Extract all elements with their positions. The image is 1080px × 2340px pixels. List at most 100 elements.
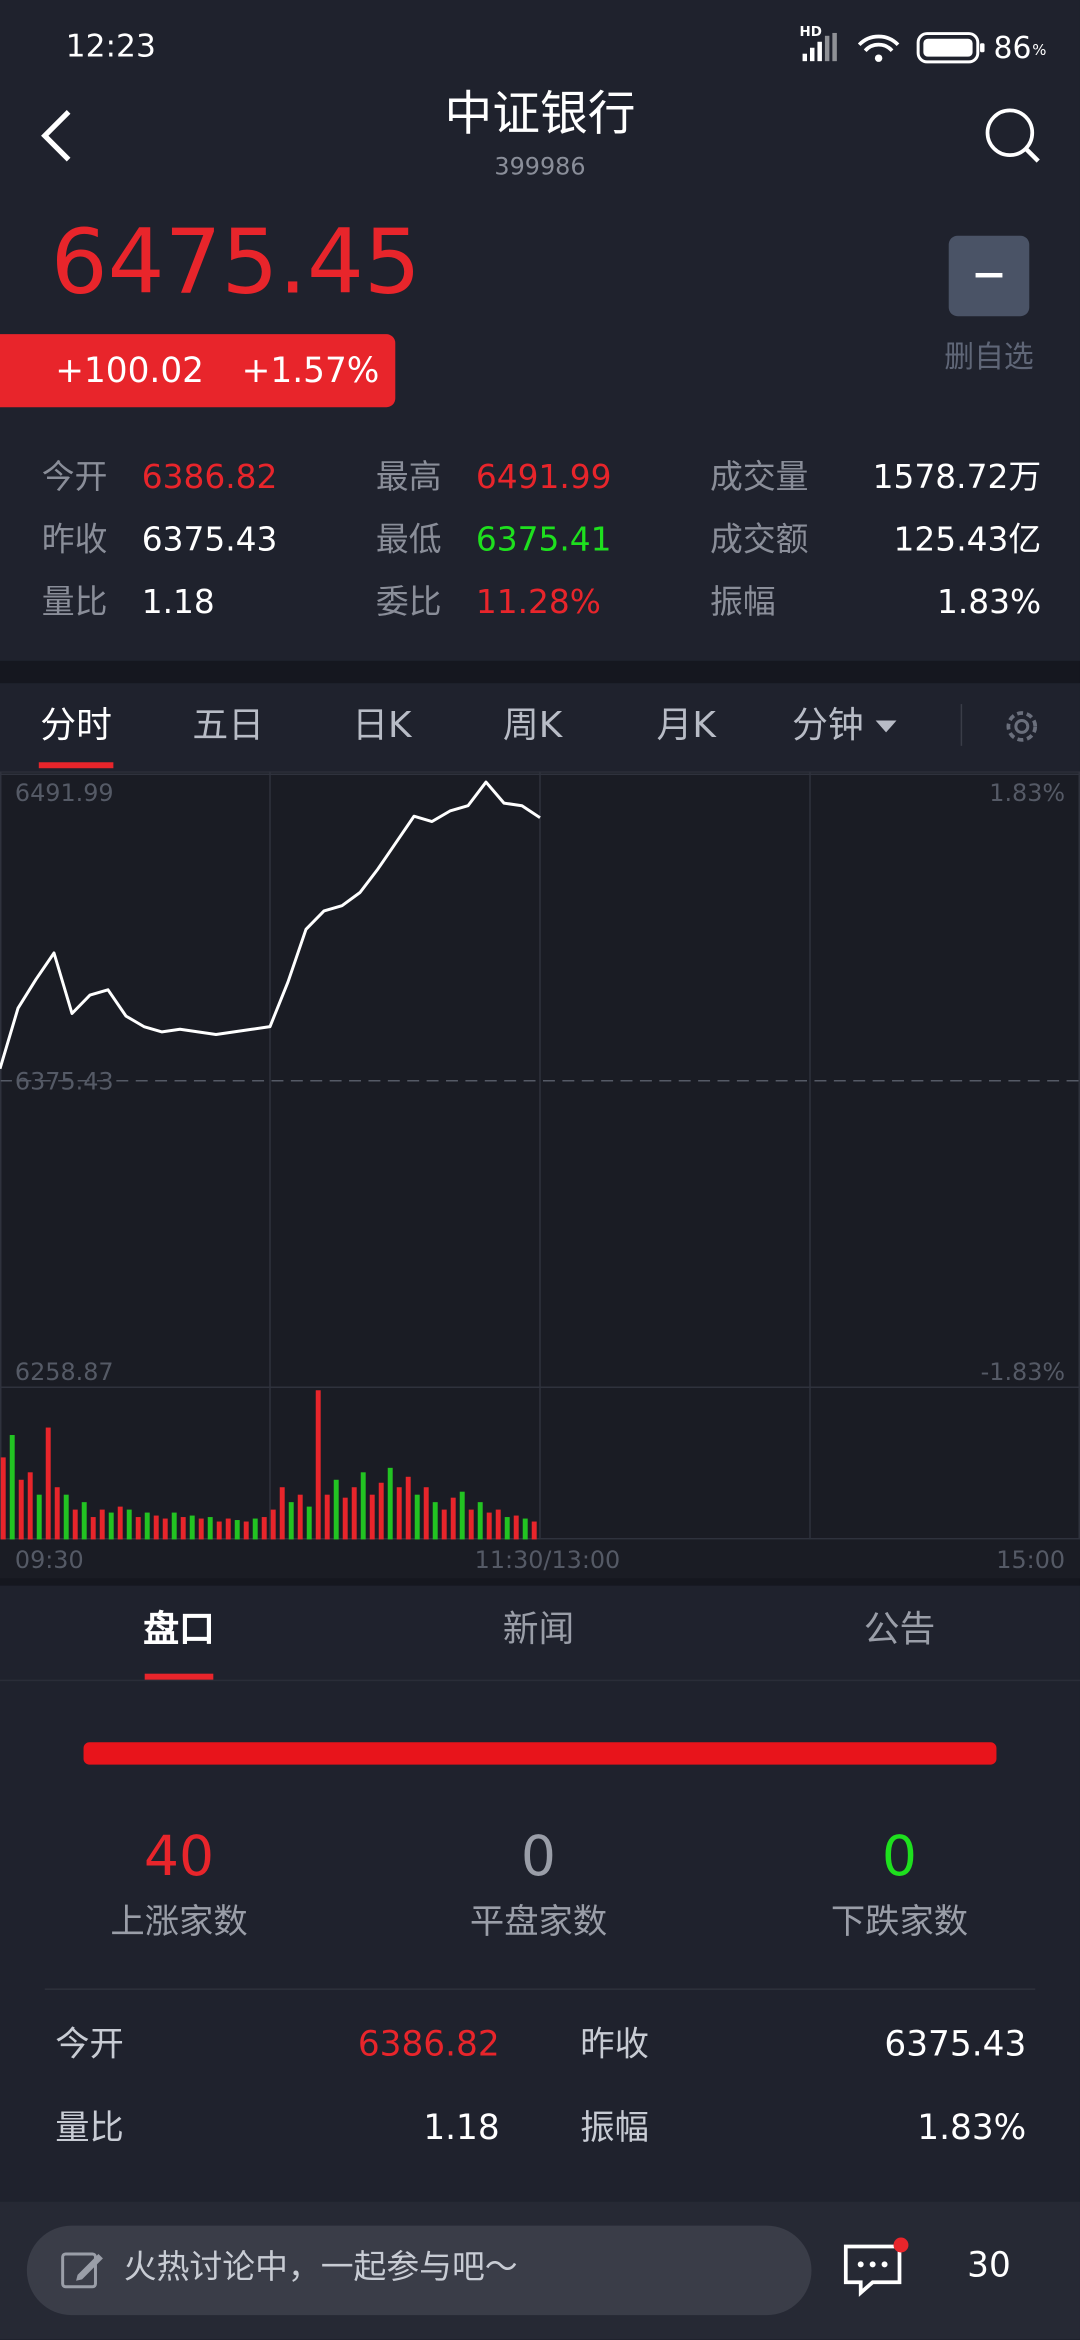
volume-bar [90, 1517, 96, 1540]
volume-bar [162, 1518, 168, 1540]
stat-value: 6386.82 [141, 459, 278, 497]
volume-bar [9, 1435, 15, 1540]
chart-tab-label: 分时 [40, 704, 112, 746]
comment-count: 30 [967, 2246, 1011, 2286]
volume-bar [234, 1520, 240, 1540]
y-tick-label: 6491.99 [15, 779, 114, 807]
volume-bar [63, 1494, 69, 1540]
volume-bar [207, 1517, 213, 1540]
detail-label: 昨收 [580, 2025, 649, 2065]
chart-tab[interactable]: 日K [292, 707, 471, 743]
volume-bar [243, 1521, 249, 1540]
stat-value: 6491.99 [475, 459, 612, 497]
volume-bar [324, 1494, 330, 1540]
volume-bar [45, 1427, 51, 1540]
stat-label: 量比 [41, 584, 108, 623]
chart-tab[interactable]: 五日 [139, 707, 318, 743]
chart-tab-label: 周K [502, 704, 563, 746]
battery-level: 86 [993, 29, 1032, 66]
panel-tab[interactable]: 盘口 [143, 1608, 215, 1650]
edit-icon [61, 2252, 103, 2289]
stat-value: 1578.72万 [872, 459, 1042, 497]
volume-bar [225, 1518, 231, 1540]
status-icons [802, 32, 900, 62]
volume-bar [171, 1512, 177, 1540]
price-line [0, 780, 541, 1070]
breadth-bar [83, 1742, 997, 1765]
stat-value: 6375.43 [141, 522, 278, 560]
volume-bar [117, 1506, 123, 1540]
volume-bar [378, 1482, 384, 1540]
y2-tick-label: -1.83% [981, 1358, 1065, 1386]
detail-label: 振幅 [580, 2109, 649, 2149]
volume-bar [288, 1502, 294, 1540]
volume-bar [477, 1502, 483, 1540]
volume-bar [27, 1472, 33, 1540]
stat-value: 1.18 [141, 584, 215, 623]
breadth-count: 40 [143, 1824, 215, 1889]
title: 中证银行 [444, 85, 636, 142]
volume-bar [405, 1476, 411, 1540]
stat-label: 最高 [375, 459, 442, 497]
volume-bar [180, 1517, 186, 1540]
breadth-count: 0 [881, 1824, 918, 1889]
stat-label: 委比 [375, 584, 442, 623]
volume-bar [189, 1515, 195, 1540]
settings-button[interactable] [999, 704, 1044, 749]
chart-tab[interactable]: 分钟 [755, 707, 934, 743]
change-pct: +1.57% [241, 352, 380, 391]
change: +100.02 [55, 352, 204, 391]
chart-tab-label: 日K [352, 704, 412, 746]
watch-button[interactable] [948, 235, 1030, 317]
volume-bar [495, 1509, 501, 1540]
panel-tab[interactable]: 公告 [863, 1608, 936, 1650]
stat-label: 成交额 [710, 522, 809, 560]
volume-bar [153, 1515, 159, 1540]
volume-bar [441, 1509, 447, 1540]
volume-bar [99, 1509, 105, 1540]
stat-value: 125.43亿 [893, 522, 1042, 560]
back-button[interactable] [36, 107, 81, 164]
detail-value: 1.83% [917, 2109, 1027, 2149]
volume-bar [342, 1497, 348, 1540]
detail-label: 量比 [55, 2109, 124, 2149]
intraday-chart: 6491.99 6375.43 6258.87 1.83% -1.83% 09:30 11:… [0, 771, 1080, 1579]
chart-tab[interactable]: 月K [597, 707, 776, 743]
breadth-label: 下跌家数 [830, 1903, 969, 1943]
volume-bar [522, 1518, 528, 1540]
volume-bar [270, 1509, 276, 1540]
chart-tab[interactable]: 分时 [0, 707, 166, 743]
y-tick-label: 6258.87 [15, 1358, 114, 1386]
chat-button[interactable] [838, 2232, 913, 2301]
chart-tab[interactable]: 周K [443, 707, 622, 743]
volume-bar [369, 1494, 375, 1540]
volume-bar [459, 1491, 465, 1540]
volume-bar [144, 1512, 150, 1540]
search-button[interactable] [982, 104, 1048, 167]
x-tick-label: 15:00 [996, 1546, 1065, 1574]
volume-bar [351, 1487, 357, 1540]
comment-input[interactable] [26, 2225, 812, 2316]
detail-value: 6375.43 [884, 2025, 1027, 2065]
comment-placeholder: 火热讨论中，一起参与吧～ [123, 2249, 518, 2287]
chart-tab-underline [38, 762, 114, 769]
volume-bar [360, 1472, 366, 1540]
separator [0, 660, 1080, 684]
stat-label: 今开 [41, 459, 108, 497]
x-tick-label: 11:30/13:00 [475, 1546, 621, 1574]
volume-bar [18, 1479, 24, 1540]
panel-tab[interactable]: 新闻 [502, 1608, 575, 1650]
tab-divider [960, 704, 963, 746]
y-tick-label: 6375.43 [15, 1068, 114, 1096]
breadth-label: 上涨家数 [110, 1903, 248, 1943]
volume-bar [468, 1509, 474, 1540]
volume-bar [36, 1494, 42, 1540]
stat-label: 最低 [375, 522, 442, 560]
volume-bar [297, 1494, 303, 1540]
change-pill [0, 334, 396, 408]
battery-unit: % [1032, 43, 1047, 60]
volume-bar [396, 1487, 402, 1540]
stat-value: 6375.41 [475, 522, 612, 560]
volume-bar [0, 1457, 6, 1540]
